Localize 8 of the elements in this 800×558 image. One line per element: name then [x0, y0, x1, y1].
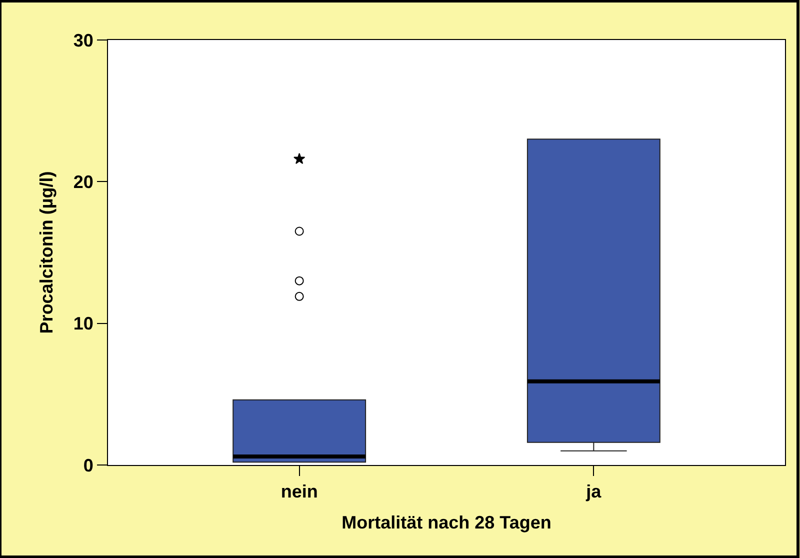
y-tick-label: 20 — [73, 172, 94, 192]
y-tick-label: 10 — [73, 314, 94, 334]
y-tick-label: 30 — [73, 30, 94, 50]
y-axis-title: Procalcitonin (µg/l) — [36, 171, 57, 334]
x-axis-title: Mortalität nach 28 Tagen — [342, 512, 552, 533]
x-tick-label: nein — [280, 482, 318, 502]
x-tick-label: ja — [585, 482, 602, 502]
y-tick-label: 0 — [83, 455, 94, 476]
